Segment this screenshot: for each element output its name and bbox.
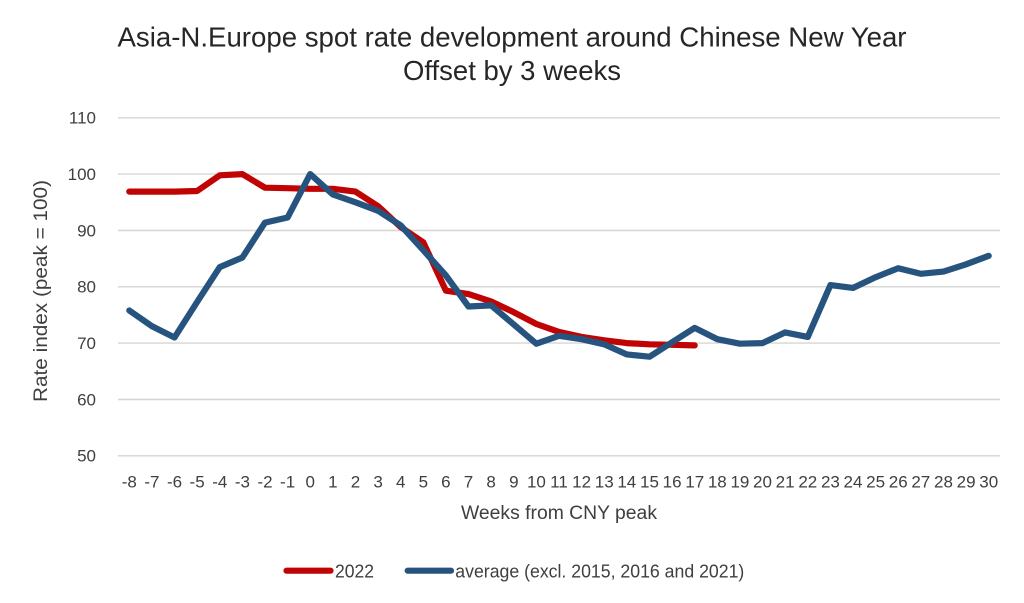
svg-text:average (excl. 2015, 2016 and: average (excl. 2015, 2016 and 2021) — [455, 562, 744, 582]
svg-text:100: 100 — [68, 165, 96, 184]
svg-text:0: 0 — [305, 472, 314, 491]
svg-text:18: 18 — [708, 472, 727, 491]
svg-text:16: 16 — [663, 472, 682, 491]
svg-text:-1: -1 — [280, 472, 295, 491]
svg-text:1: 1 — [328, 472, 337, 491]
svg-text:19: 19 — [730, 472, 749, 491]
svg-text:24: 24 — [844, 472, 863, 491]
svg-text:-3: -3 — [235, 472, 250, 491]
svg-text:4: 4 — [396, 472, 405, 491]
svg-text:-4: -4 — [212, 472, 227, 491]
svg-text:Offset by 3 weeks: Offset by 3 weeks — [403, 55, 621, 86]
svg-text:8: 8 — [486, 472, 495, 491]
svg-text:-7: -7 — [144, 472, 159, 491]
svg-text:12: 12 — [572, 472, 591, 491]
svg-text:10: 10 — [527, 472, 546, 491]
svg-text:3: 3 — [373, 472, 382, 491]
svg-text:Asia-N.Europe spot rate develo: Asia-N.Europe spot rate development arou… — [118, 22, 907, 53]
svg-text:27: 27 — [911, 472, 930, 491]
svg-text:2: 2 — [351, 472, 360, 491]
svg-text:-6: -6 — [167, 472, 182, 491]
svg-text:17: 17 — [685, 472, 704, 491]
svg-text:6: 6 — [441, 472, 450, 491]
svg-text:Weeks from CNY peak: Weeks from CNY peak — [461, 503, 657, 524]
svg-text:15: 15 — [640, 472, 659, 491]
svg-text:-8: -8 — [122, 472, 137, 491]
svg-text:50: 50 — [77, 447, 96, 466]
svg-text:11: 11 — [550, 472, 568, 491]
svg-text:110: 110 — [69, 109, 96, 128]
svg-text:90: 90 — [77, 221, 96, 240]
svg-text:2022: 2022 — [335, 562, 374, 582]
svg-text:Rate index (peak = 100): Rate index (peak = 100) — [31, 180, 52, 402]
svg-text:26: 26 — [889, 472, 908, 491]
svg-text:20: 20 — [753, 472, 772, 491]
svg-text:21: 21 — [776, 472, 795, 491]
svg-text:13: 13 — [595, 472, 614, 491]
svg-text:80: 80 — [77, 278, 96, 297]
svg-text:7: 7 — [464, 472, 473, 491]
svg-text:23: 23 — [821, 472, 840, 491]
svg-text:28: 28 — [934, 472, 953, 491]
svg-text:9: 9 — [509, 472, 518, 491]
svg-text:5: 5 — [419, 472, 428, 491]
svg-text:60: 60 — [77, 390, 96, 409]
svg-text:30: 30 — [979, 472, 998, 491]
svg-text:29: 29 — [957, 472, 976, 491]
svg-text:22: 22 — [798, 472, 817, 491]
svg-text:-2: -2 — [257, 472, 272, 491]
svg-text:14: 14 — [617, 472, 636, 491]
svg-text:25: 25 — [866, 472, 885, 491]
svg-text:-5: -5 — [190, 472, 205, 491]
svg-text:70: 70 — [77, 334, 96, 353]
